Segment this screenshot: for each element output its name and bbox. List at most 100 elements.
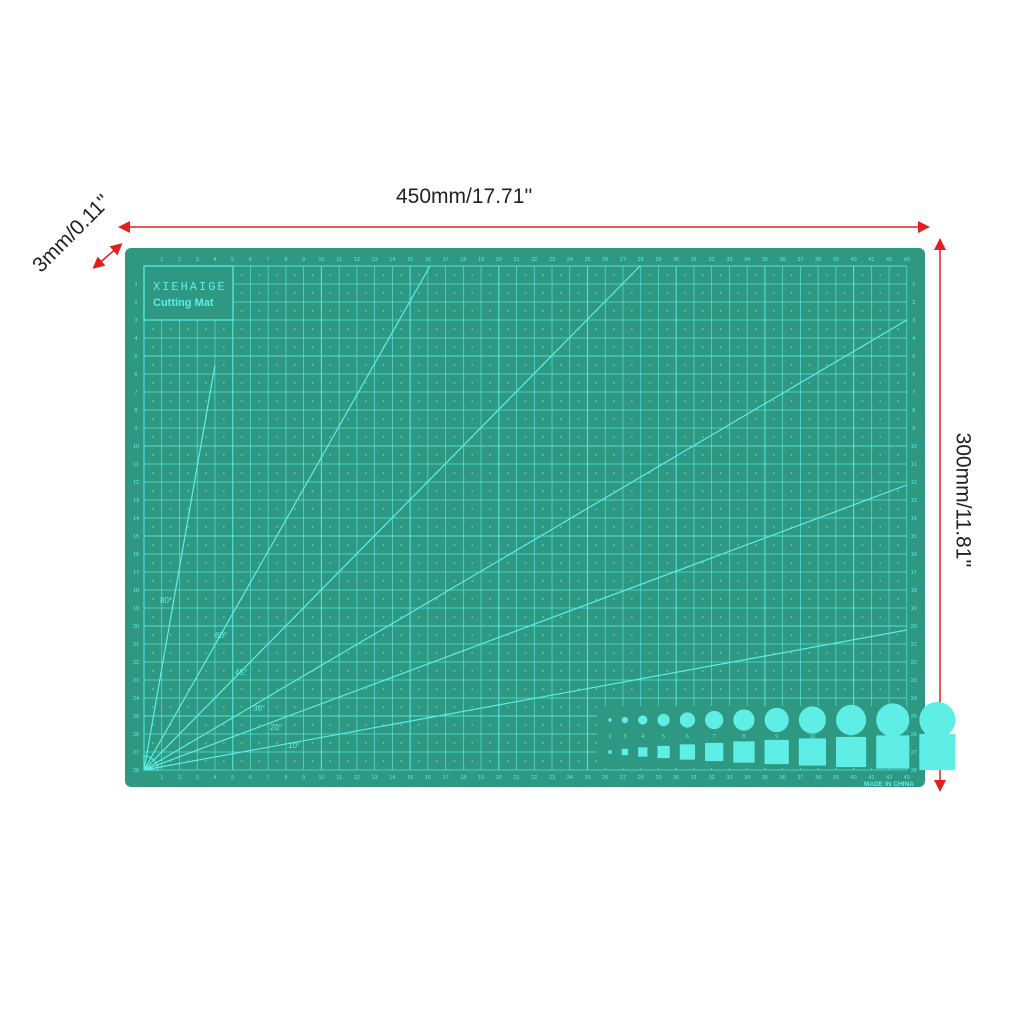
half-cm-dot xyxy=(702,418,704,420)
half-cm-dot xyxy=(294,364,296,366)
half-cm-dot xyxy=(595,418,598,420)
half-cm-dot xyxy=(294,670,296,672)
row-number: 7 xyxy=(134,390,137,396)
half-cm-dot xyxy=(879,436,881,438)
half-cm-dot xyxy=(897,364,899,366)
half-cm-dot xyxy=(347,490,349,492)
half-cm-dot xyxy=(436,634,438,636)
half-cm-dot xyxy=(240,688,243,690)
half-cm-dot xyxy=(471,526,473,528)
half-cm-dot xyxy=(418,562,420,564)
half-cm-dot xyxy=(436,346,438,348)
column-number: 23 xyxy=(549,257,555,263)
half-cm-dot xyxy=(471,544,473,546)
half-cm-dot xyxy=(524,652,527,654)
half-cm-dot xyxy=(453,724,456,726)
half-cm-dot xyxy=(879,328,881,330)
half-cm-dot xyxy=(311,724,314,726)
half-cm-dot xyxy=(489,616,491,618)
half-cm-dot xyxy=(631,292,633,294)
column-number: 16 xyxy=(425,775,431,781)
half-cm-dot xyxy=(737,274,739,276)
half-cm-dot xyxy=(152,562,154,564)
half-cm-dot xyxy=(826,580,828,582)
half-cm-dot xyxy=(365,274,367,276)
half-cm-dot xyxy=(152,526,154,528)
half-cm-dot xyxy=(489,292,491,294)
half-cm-dot xyxy=(879,382,881,384)
half-cm-dot xyxy=(471,454,473,456)
half-cm-dot xyxy=(347,634,349,636)
half-cm-dot xyxy=(524,472,527,474)
half-cm-dot xyxy=(382,688,385,690)
half-cm-dot xyxy=(294,544,296,546)
half-cm-dot xyxy=(773,436,775,438)
half-cm-dot xyxy=(560,418,562,420)
half-cm-dot xyxy=(347,364,349,366)
half-cm-dot xyxy=(436,580,438,582)
square-template xyxy=(638,747,648,757)
half-cm-dot xyxy=(861,616,864,618)
half-cm-dot xyxy=(506,580,509,582)
half-cm-dot xyxy=(844,526,846,528)
half-cm-dot xyxy=(294,598,296,600)
half-cm-dot xyxy=(861,688,864,690)
half-cm-dot xyxy=(524,346,527,348)
half-cm-dot xyxy=(329,544,331,546)
half-cm-dot xyxy=(524,364,527,366)
half-cm-dot xyxy=(205,616,207,618)
half-cm-dot xyxy=(453,274,456,276)
half-cm-dot xyxy=(258,760,261,762)
half-cm-dot xyxy=(489,508,491,510)
half-cm-dot xyxy=(258,742,261,744)
column-number: 18 xyxy=(460,775,466,781)
half-cm-dot xyxy=(844,346,846,348)
half-cm-dot xyxy=(773,526,775,528)
half-cm-dot xyxy=(400,526,402,528)
half-cm-dot xyxy=(400,364,402,366)
half-cm-dot xyxy=(542,382,544,384)
half-cm-dot xyxy=(524,292,527,294)
half-cm-dot xyxy=(684,688,686,690)
half-cm-dot xyxy=(648,670,651,672)
half-cm-dot xyxy=(702,364,704,366)
half-cm-dot xyxy=(648,418,651,420)
half-cm-dot xyxy=(294,328,296,330)
half-cm-dot xyxy=(240,706,243,708)
half-cm-dot xyxy=(365,526,367,528)
half-cm-dot xyxy=(648,508,651,510)
half-cm-dot xyxy=(631,328,633,330)
half-cm-dot xyxy=(418,292,420,294)
half-cm-dot xyxy=(489,274,491,276)
half-cm-dot xyxy=(506,310,509,312)
half-cm-dot xyxy=(294,580,296,582)
half-cm-dot xyxy=(453,382,456,384)
half-cm-dot xyxy=(844,652,846,654)
half-cm-dot xyxy=(311,616,314,618)
template-size-label: 3 xyxy=(623,734,626,740)
half-cm-dot xyxy=(897,310,899,312)
half-cm-dot xyxy=(347,544,349,546)
square-template xyxy=(919,733,956,771)
half-cm-dot xyxy=(506,436,509,438)
square-template xyxy=(798,738,826,766)
half-cm-dot xyxy=(595,652,598,654)
half-cm-dot xyxy=(560,508,562,510)
half-cm-dot xyxy=(152,346,154,348)
half-cm-dot xyxy=(560,436,562,438)
half-cm-dot xyxy=(577,598,580,600)
half-cm-dot xyxy=(861,436,864,438)
row-number: 6 xyxy=(134,372,137,378)
half-cm-dot xyxy=(453,670,456,672)
square-template xyxy=(621,748,629,756)
half-cm-dot xyxy=(844,436,846,438)
half-cm-dot xyxy=(524,274,527,276)
half-cm-dot xyxy=(329,562,331,564)
row-number: 4 xyxy=(134,336,137,342)
half-cm-dot xyxy=(613,364,615,366)
half-cm-dot xyxy=(311,688,314,690)
half-cm-dot xyxy=(382,724,385,726)
half-cm-dot xyxy=(240,382,243,384)
half-cm-dot xyxy=(169,328,172,330)
half-cm-dot xyxy=(453,634,456,636)
